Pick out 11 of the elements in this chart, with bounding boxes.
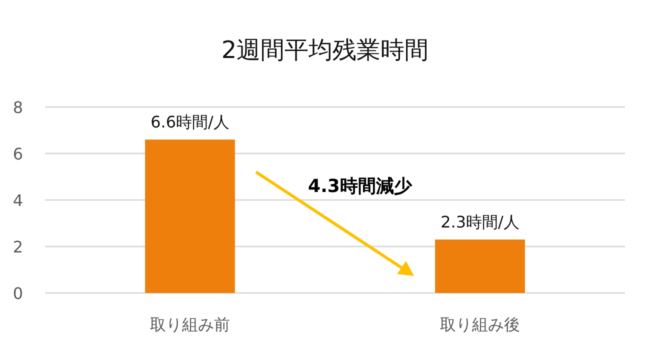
data-label: 2.3時間/人 bbox=[440, 212, 520, 232]
y-tick-label: 4 bbox=[12, 191, 24, 210]
x-tick-label: 取り組み後 bbox=[440, 315, 520, 334]
data-label: 6.6時間/人 bbox=[150, 112, 230, 132]
y-tick-label: 2 bbox=[12, 238, 24, 256]
x-tick-label: 取り組み前 bbox=[150, 315, 230, 334]
y-tick-label: 8 bbox=[12, 98, 24, 117]
chart-title: 2週間平均残業時間 bbox=[221, 36, 429, 64]
annotation: 4.3時間減少 bbox=[308, 176, 413, 197]
y-tick-label: 6 bbox=[12, 144, 24, 164]
y-tick-label: 0 bbox=[12, 284, 24, 303]
